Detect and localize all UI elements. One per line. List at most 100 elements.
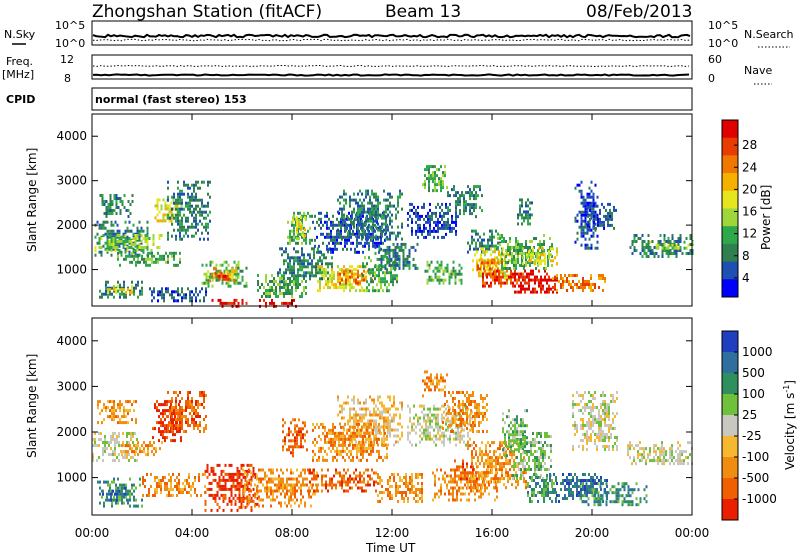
heatmap-cell bbox=[290, 430, 292, 434]
heatmap-cell bbox=[289, 277, 291, 280]
heatmap-cell bbox=[594, 183, 597, 187]
heatmap-cell bbox=[129, 489, 131, 493]
heatmap-cell bbox=[268, 477, 270, 481]
heatmap-cell bbox=[111, 400, 113, 404]
heatmap-cell bbox=[131, 260, 133, 264]
heatmap-cell bbox=[124, 453, 126, 456]
heatmap-cell bbox=[373, 213, 375, 217]
heatmap-cell bbox=[240, 472, 243, 476]
heatmap-cell bbox=[320, 226, 322, 230]
heatmap-cell bbox=[580, 234, 583, 238]
heatmap-cell bbox=[301, 265, 303, 269]
heatmap-cell bbox=[189, 412, 191, 415]
heatmap-cell bbox=[321, 259, 323, 263]
heatmap-cell bbox=[609, 223, 611, 227]
heatmap-cell bbox=[349, 201, 351, 205]
heatmap-cell bbox=[193, 225, 195, 229]
heatmap-cell bbox=[357, 201, 359, 205]
heatmap-cell bbox=[494, 275, 496, 279]
heatmap-cell bbox=[349, 425, 351, 429]
heatmap-cell bbox=[460, 266, 463, 270]
heatmap-cell bbox=[288, 445, 290, 449]
heatmap-cell bbox=[372, 271, 374, 275]
heatmap-cell bbox=[331, 274, 333, 278]
heatmap-cell bbox=[283, 250, 285, 254]
heatmap-cell bbox=[391, 204, 393, 208]
heatmap-cell bbox=[331, 268, 333, 272]
heatmap-cell bbox=[442, 186, 444, 190]
heatmap-cell bbox=[123, 206, 126, 209]
heatmap-cell bbox=[469, 247, 471, 251]
heatmap-cell bbox=[208, 481, 211, 485]
heatmap-cell bbox=[203, 296, 205, 300]
heatmap-cell bbox=[290, 483, 292, 487]
heatmap-cell bbox=[128, 240, 131, 243]
heatmap-cell bbox=[345, 281, 347, 285]
heatmap-cell bbox=[257, 274, 259, 277]
heatmap-cell bbox=[586, 243, 589, 247]
heatmap-cell bbox=[516, 278, 518, 282]
heatmap-cell bbox=[105, 215, 108, 218]
heatmap-cell bbox=[300, 486, 302, 490]
heatmap-cell bbox=[313, 250, 315, 254]
heatmap-cell bbox=[129, 409, 131, 413]
heatmap-cell bbox=[321, 474, 323, 478]
heatmap-cell bbox=[167, 213, 169, 217]
heatmap-cell bbox=[203, 406, 205, 409]
heatmap-cell bbox=[536, 253, 538, 257]
heatmap-cell bbox=[197, 403, 199, 406]
heatmap-cell bbox=[130, 240, 133, 243]
heatmap-cell bbox=[538, 269, 540, 273]
heatmap-cell bbox=[130, 229, 133, 233]
heatmap-cell bbox=[292, 489, 294, 493]
heatmap-cell bbox=[191, 204, 193, 208]
heatmap-cell bbox=[355, 468, 357, 472]
heatmap-cell bbox=[129, 400, 131, 404]
heatmap-cell bbox=[144, 246, 147, 249]
heatmap-cell bbox=[252, 466, 255, 470]
heatmap-cell bbox=[153, 287, 155, 291]
heatmap-cell bbox=[344, 220, 346, 224]
heatmap-cell bbox=[383, 407, 385, 411]
heatmap-cell bbox=[172, 473, 174, 476]
heatmap-cell bbox=[300, 489, 302, 493]
heatmap-cell bbox=[119, 421, 121, 425]
heatmap-cell bbox=[556, 289, 558, 292]
heatmap-cell bbox=[401, 207, 403, 211]
heatmap-cell bbox=[429, 232, 431, 236]
heatmap-cell bbox=[357, 192, 359, 196]
heatmap-cell bbox=[393, 398, 395, 402]
station-title: Zhongshan Station (fitACF) bbox=[92, 2, 322, 22]
heatmap-cell bbox=[179, 195, 181, 199]
heatmap-cell bbox=[113, 477, 115, 481]
heatmap-cell bbox=[160, 430, 162, 434]
heatmap-cell bbox=[305, 235, 307, 239]
heatmap-cell bbox=[110, 447, 112, 450]
heatmap-cell bbox=[411, 208, 413, 212]
heatmap-cell bbox=[167, 186, 169, 190]
heatmap-cell bbox=[357, 272, 359, 276]
heatmap-cell bbox=[586, 195, 589, 199]
heatmap-cell bbox=[529, 222, 531, 226]
heatmap-cell bbox=[538, 278, 540, 282]
heatmap-cell bbox=[534, 259, 536, 263]
heatmap-cell bbox=[228, 478, 231, 482]
heatmap-cell bbox=[367, 192, 369, 196]
heatmap-cell bbox=[287, 292, 289, 295]
heatmap-cell bbox=[187, 421, 189, 424]
heatmap-cell bbox=[392, 260, 395, 264]
heatmap-cell bbox=[195, 198, 197, 202]
heatmap-cell bbox=[436, 266, 439, 270]
heatmap-cell bbox=[517, 249, 519, 252]
heatmap-cell bbox=[530, 253, 532, 257]
heatmap-cell bbox=[312, 449, 314, 453]
heatmap-cell bbox=[359, 486, 361, 490]
heatmap-cell bbox=[590, 277, 592, 280]
heatmap-cell bbox=[436, 168, 438, 172]
heatmap-cell bbox=[375, 434, 377, 438]
heatmap-cell bbox=[191, 418, 193, 421]
heatmap-cell bbox=[173, 254, 175, 258]
heatmap-cell bbox=[507, 243, 509, 246]
heatmap-cell bbox=[171, 234, 173, 238]
heatmap-cell bbox=[497, 261, 499, 265]
